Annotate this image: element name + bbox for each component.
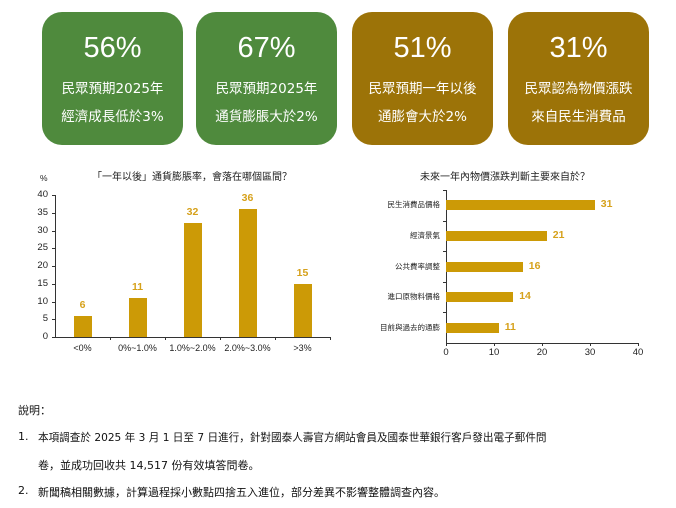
bar-value-label: 11 bbox=[504, 320, 516, 333]
y-category-label: 目前與過去的通膨 bbox=[380, 322, 440, 332]
stat-label-line1: 民眾預期2025年 bbox=[215, 81, 318, 97]
y-category-label: 經濟景氣 bbox=[410, 230, 440, 240]
y-tick-mark bbox=[443, 251, 446, 253]
x-tick-mark bbox=[330, 337, 331, 340]
bar bbox=[183, 223, 202, 337]
y-tick-label: 5 bbox=[42, 313, 48, 325]
x-tick-label: 30 bbox=[584, 347, 596, 358]
bar bbox=[293, 283, 312, 337]
bar bbox=[446, 322, 499, 333]
x-tick-mark bbox=[590, 343, 591, 346]
stat-label-line2: 經濟成長低於3% bbox=[61, 109, 164, 125]
x-category-label: 2.0%~3.0% bbox=[224, 343, 271, 353]
y-tick-mark bbox=[443, 190, 446, 191]
y-tick-mark bbox=[52, 248, 55, 250]
y-tick-mark bbox=[443, 220, 446, 222]
bar-value-label: 6 bbox=[79, 298, 86, 311]
x-axis bbox=[55, 337, 330, 338]
y-tick-mark bbox=[443, 281, 446, 283]
y-tick-label: 15 bbox=[37, 277, 48, 289]
note-number: 2. bbox=[18, 484, 29, 497]
y-tick-label: 40 bbox=[37, 189, 48, 200]
stat-label-line2: 通膨會大於2% bbox=[378, 109, 467, 125]
x-tick-label: 0 bbox=[443, 347, 449, 358]
note-text-line1: 本項調查於 2025 年 3 月 1 日至 7 日進行，針對國泰人壽官方網站會員… bbox=[38, 432, 547, 444]
y-tick-label: 25 bbox=[37, 242, 48, 254]
x-tick-mark bbox=[275, 337, 276, 340]
stat-label-line1: 民眾預期2025年 bbox=[61, 81, 164, 97]
bar-value-label: 11 bbox=[131, 280, 144, 293]
bar bbox=[446, 261, 523, 272]
bar-value-label: 14 bbox=[519, 290, 531, 303]
x-tick-mark bbox=[638, 343, 639, 346]
stat-card-gdp: 56% 民眾預期2025年 經濟成長低於3% bbox=[42, 12, 183, 145]
y-tick-label: 30 bbox=[37, 224, 48, 236]
x-tick-mark bbox=[446, 343, 447, 346]
y-tick-mark bbox=[52, 195, 55, 196]
x-tick-mark bbox=[494, 343, 495, 346]
y-axis bbox=[55, 195, 56, 337]
stat-label-line2: 來自民生消費品 bbox=[531, 109, 626, 125]
stat-value: 56% bbox=[83, 32, 142, 64]
y-tick-mark bbox=[52, 301, 55, 303]
y-tick-mark bbox=[52, 212, 55, 214]
bar-value-label: 31 bbox=[600, 198, 613, 211]
x-category-label: <0% bbox=[73, 343, 92, 353]
x-tick-mark bbox=[542, 343, 543, 346]
x-tick-label: 10 bbox=[488, 347, 500, 358]
inflation-range-bar-chart: 「一年以後」通貨膨脹率，會落在哪個區間？ % 0 5 10 15 20 25 30 35 40 … bbox=[0, 0, 340, 380]
y-tick-mark bbox=[52, 337, 55, 338]
notes-heading: 說明： bbox=[18, 404, 51, 417]
x-category-label: >3% bbox=[293, 343, 312, 353]
stat-value: 51% bbox=[393, 32, 452, 64]
bar bbox=[128, 297, 147, 337]
y-category-label: 民生消費品價格 bbox=[387, 200, 441, 210]
stat-card-inflation-next-year: 51% 民眾預期一年以後 通膨會大於2% bbox=[352, 12, 493, 145]
bar-value-label: 16 bbox=[528, 259, 541, 272]
x-tick-mark bbox=[110, 337, 111, 340]
x-tick-label: 40 bbox=[632, 347, 644, 358]
chart-title: 「一年以後」通貨膨脹率，會落在哪個區間？ bbox=[92, 172, 292, 183]
y-tick-mark bbox=[52, 266, 55, 267]
x-tick-mark bbox=[165, 337, 166, 340]
y-category-label: 進口原物料價格 bbox=[387, 292, 441, 302]
bar-value-label: 36 bbox=[241, 192, 254, 205]
bar bbox=[446, 200, 595, 211]
note-number: 1. bbox=[18, 430, 29, 443]
stat-label-line2: 通貨膨脹大於2% bbox=[215, 109, 318, 125]
x-tick-label: 20 bbox=[536, 347, 548, 358]
bar bbox=[73, 315, 92, 337]
bar-value-label: 15 bbox=[296, 266, 309, 279]
note-item-1: 1. 本項調查於 2025 年 3 月 1 日至 7 日進行，針對國泰人壽官方網… bbox=[18, 430, 668, 480]
x-category-label: 1.0%~2.0% bbox=[169, 343, 216, 353]
bar bbox=[446, 292, 514, 303]
bar-value-label: 32 bbox=[186, 206, 199, 219]
note-text-line2: 卷，並成功回收共 14,517 份有效填答問卷。 bbox=[38, 459, 260, 472]
y-category-label: 公共費率調整 bbox=[395, 261, 440, 271]
y-tick-mark bbox=[443, 312, 446, 314]
y-tick-label: 35 bbox=[37, 206, 48, 218]
stat-label-line1: 民眾認為物價漲跌 bbox=[524, 81, 633, 97]
chart-title: 未來一年內物價漲跌判斷主要來自於？ bbox=[420, 172, 590, 183]
y-tick-label: 20 bbox=[37, 260, 48, 271]
stat-card-inflation-2025: 67% 民眾預期2025年 通貨膨脹大於2% bbox=[196, 12, 337, 145]
y-tick-mark bbox=[52, 283, 55, 285]
note-item-2: 2. 新聞稿相關數據，計算過程採小數點四捨五入進位，部分差異不影響整體調查內容。 bbox=[18, 484, 668, 504]
y-tick-label: 10 bbox=[37, 295, 48, 307]
y-tick-label: 0 bbox=[42, 331, 48, 342]
price-driver-bar-chart: 未來一年內物價漲跌判斷主要來自於？ 31 民生消費品價格 21 經濟景氣 16 公共費率調… bbox=[380, 172, 644, 358]
y-tick-mark bbox=[52, 230, 55, 232]
x-tick-mark bbox=[220, 337, 221, 340]
y-tick-mark bbox=[52, 319, 55, 321]
stat-card-consumer-goods: 31% 民眾認為物價漲跌 來自民生消費品 bbox=[508, 12, 649, 145]
stat-value: 31% bbox=[549, 32, 608, 64]
x-category-label: 0%~1.0% bbox=[118, 343, 157, 353]
y-axis-unit: % bbox=[40, 173, 48, 183]
bar bbox=[446, 230, 547, 241]
bar-value-label: 21 bbox=[552, 228, 565, 241]
stat-value: 67% bbox=[237, 32, 296, 64]
note-text-line1: 新聞稿相關數據，計算過程採小數點四捨五入進位，部分差異不影響整體調查內容。 bbox=[38, 486, 445, 499]
stat-label-line1: 民眾預期一年以後 bbox=[368, 81, 477, 97]
bar bbox=[238, 209, 257, 337]
